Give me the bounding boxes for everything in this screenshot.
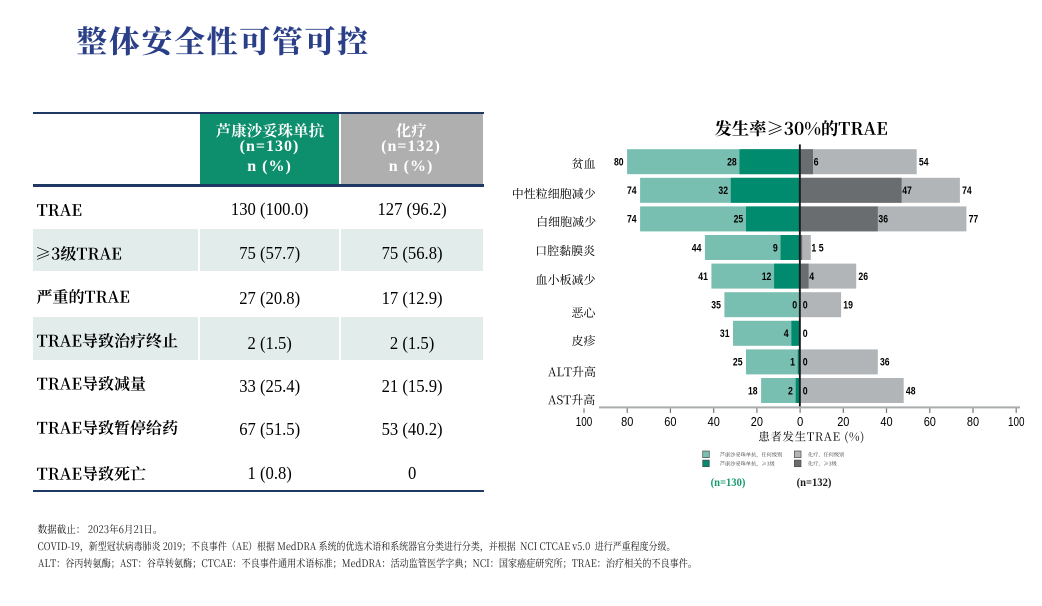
svg-text:35: 35 xyxy=(711,300,721,312)
svg-text:26: 26 xyxy=(858,271,868,283)
svg-text:80: 80 xyxy=(614,157,624,169)
svg-text:12: 12 xyxy=(762,271,772,283)
svg-text:1: 1 xyxy=(790,357,795,369)
svg-text:4: 4 xyxy=(784,328,789,340)
svg-text:4: 4 xyxy=(809,271,814,283)
svg-text:47: 47 xyxy=(902,185,912,197)
svg-text:20: 20 xyxy=(837,415,849,429)
svg-text:19: 19 xyxy=(843,300,853,312)
svg-text:2: 2 xyxy=(788,385,793,397)
svg-text:60: 60 xyxy=(664,415,676,429)
svg-text:74: 74 xyxy=(627,185,637,197)
svg-text:40: 40 xyxy=(708,415,720,429)
svg-text:31: 31 xyxy=(720,328,730,340)
svg-text:36: 36 xyxy=(878,214,888,226)
svg-text:0: 0 xyxy=(792,300,797,312)
svg-text:40: 40 xyxy=(880,415,892,429)
svg-text:9: 9 xyxy=(773,242,778,254)
svg-text:28: 28 xyxy=(727,157,737,169)
svg-text:25: 25 xyxy=(733,357,743,369)
svg-text:80: 80 xyxy=(621,415,633,429)
svg-text:60: 60 xyxy=(924,415,936,429)
svg-text:0: 0 xyxy=(803,300,808,312)
svg-text:54: 54 xyxy=(919,157,929,169)
svg-text:20: 20 xyxy=(751,415,763,429)
svg-text:0: 0 xyxy=(803,385,808,397)
svg-text:41: 41 xyxy=(698,271,708,283)
svg-text:77: 77 xyxy=(969,214,979,226)
svg-text:32: 32 xyxy=(718,185,728,197)
svg-text:44: 44 xyxy=(692,242,702,254)
svg-text:0: 0 xyxy=(803,357,808,369)
svg-text:0: 0 xyxy=(803,328,808,340)
svg-text:1: 1 xyxy=(811,242,816,254)
svg-text:25: 25 xyxy=(734,214,744,226)
svg-text:48: 48 xyxy=(906,385,916,397)
svg-text:80: 80 xyxy=(967,415,979,429)
svg-text:74: 74 xyxy=(962,185,972,197)
svg-text:36: 36 xyxy=(880,357,890,369)
svg-text:74: 74 xyxy=(627,214,637,226)
svg-text:6: 6 xyxy=(814,157,819,169)
svg-text:0: 0 xyxy=(797,415,803,429)
svg-text:18: 18 xyxy=(748,385,758,397)
svg-text:100: 100 xyxy=(1008,415,1025,429)
svg-text:100: 100 xyxy=(576,415,593,429)
svg-text:5: 5 xyxy=(819,242,824,254)
